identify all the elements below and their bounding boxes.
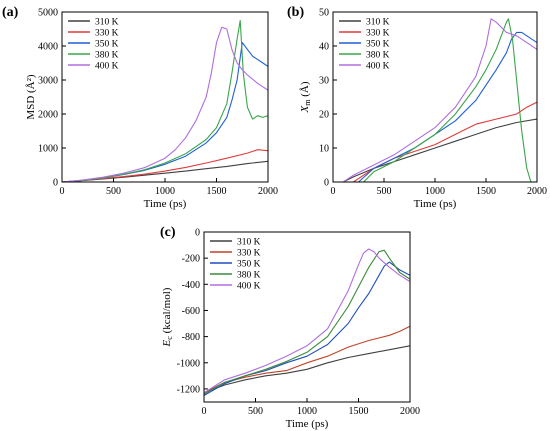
panel-label: (c) — [160, 225, 176, 240]
legend-label: 350 K — [95, 40, 119, 50]
panel-label: (a) — [2, 5, 19, 20]
y-tick-label: 10 — [319, 144, 329, 155]
y-tick-label: -1200 — [177, 384, 200, 395]
x-tick-label: 1500 — [207, 186, 227, 197]
y-tick-label: 5000 — [38, 8, 58, 19]
legend-label: 400 K — [95, 62, 119, 72]
legend-label: 310 K — [237, 238, 261, 248]
y-tick-label: 50 — [319, 8, 329, 19]
legend-label: 330 K — [237, 249, 261, 259]
legend-label: 310 K — [366, 18, 390, 28]
x-tick-label: 0 — [202, 406, 207, 417]
legend-label: 380 K — [237, 271, 261, 281]
x-tick-label: 2000 — [400, 406, 420, 417]
panel-a: 0 500 1000 1500 2000 0 1000 2000 3000 4000 5000 Tim… — [2, 5, 278, 210]
series-line-330-k — [62, 149, 268, 182]
y-tick-label: 0 — [53, 178, 58, 189]
legend-label: 400 K — [237, 282, 261, 292]
y-axis-label: Xm (Å) — [299, 81, 312, 113]
legend-label: 350 K — [237, 260, 261, 270]
x-tick-label: 1000 — [425, 186, 445, 197]
x-tick-label: 0 — [331, 186, 336, 197]
y-tick-label: -200 — [182, 254, 200, 265]
y-tick-label: 20 — [319, 110, 329, 121]
legend-label: 380 K — [366, 51, 390, 61]
y-tick-label: 30 — [319, 76, 329, 87]
legend-label: 310 K — [95, 18, 119, 28]
series-line-380-k — [204, 249, 410, 395]
series-line-350-k — [204, 261, 410, 396]
y-tick-label: 4000 — [38, 42, 58, 53]
x-tick-label: 2000 — [527, 186, 547, 197]
x-tick-label: 1000 — [297, 406, 317, 417]
series-line-400-k — [342, 18, 537, 182]
series-line-350-k — [358, 31, 537, 182]
series-line-380-k — [62, 19, 268, 182]
y-tick-label: 3000 — [38, 76, 58, 87]
legend-label: 330 K — [95, 29, 119, 39]
x-tick-label: 500 — [106, 186, 121, 197]
y-tick-label: -1000 — [177, 358, 200, 369]
x-tick-label: 500 — [377, 186, 392, 197]
x-tick-label: 0 — [60, 186, 65, 197]
panel-c: 0 500 1000 1500 2000 0 -200 -400 -600 -800 -1000 -1… — [160, 225, 420, 430]
y-tick-label: -400 — [182, 280, 200, 291]
y-tick-label: 0 — [195, 228, 200, 239]
y-tick-label: 2000 — [38, 110, 58, 121]
panel-label: (b) — [287, 5, 304, 20]
x-tick-label: 2000 — [258, 186, 278, 197]
legend-label: 350 K — [366, 40, 390, 50]
legend-label: 400 K — [366, 62, 390, 72]
series-line-330-k — [353, 101, 537, 182]
panel-b: 0 500 1000 1500 2000 0 10 20 30 40 50 Time (ps) Xm (… — [287, 5, 547, 210]
y-tick-label: 0 — [324, 178, 329, 189]
series-line-310-k — [204, 345, 410, 394]
y-tick-label: -600 — [182, 306, 200, 317]
series-line-330-k — [204, 325, 410, 394]
plot-frame — [332, 11, 538, 183]
x-tick-label: 500 — [248, 406, 263, 417]
series-line-400-k — [204, 248, 410, 394]
x-tick-label: 1500 — [476, 186, 496, 197]
y-axis-label: MSD (Å²) — [25, 74, 37, 119]
series-line-310-k — [342, 118, 537, 182]
legend-label: 380 K — [95, 51, 119, 61]
x-tick-label: 1000 — [155, 186, 175, 197]
y-tick-label: 40 — [319, 42, 329, 53]
x-axis-label: Time (ps) — [286, 418, 329, 430]
y-axis-label: Ec (kcal/mol) — [161, 287, 174, 347]
x-axis-label: Time (ps) — [414, 198, 457, 210]
series-line-400-k — [62, 26, 268, 182]
y-tick-label: 1000 — [38, 144, 58, 155]
legend-label: 330 K — [366, 29, 390, 39]
x-axis-label: Time (ps) — [144, 198, 187, 210]
x-tick-label: 1500 — [349, 406, 369, 417]
series-line-380-k — [363, 18, 532, 182]
y-tick-label: -800 — [182, 332, 200, 343]
